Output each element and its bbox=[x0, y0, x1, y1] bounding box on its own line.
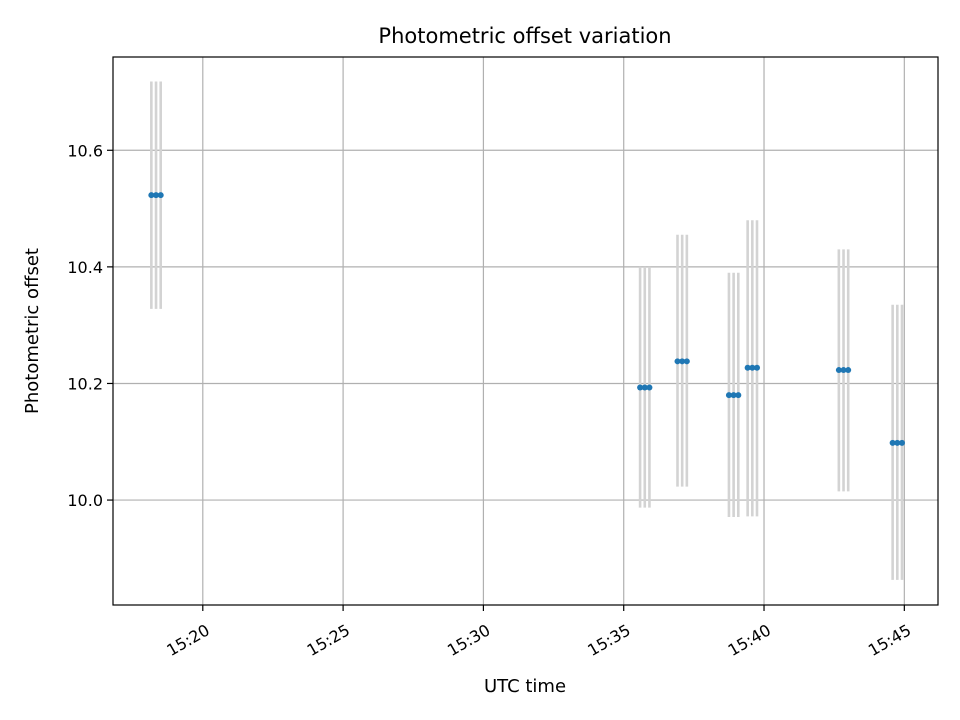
data-point bbox=[894, 439, 901, 446]
data-point bbox=[898, 439, 905, 446]
data-point bbox=[754, 364, 761, 371]
data-point bbox=[641, 384, 648, 391]
y-tick-label: 10.6 bbox=[67, 141, 103, 160]
data-points bbox=[148, 192, 905, 446]
data-point bbox=[725, 392, 732, 399]
chart-title: Photometric offset variation bbox=[378, 24, 671, 48]
grid-lines bbox=[113, 57, 938, 605]
data-point bbox=[744, 364, 751, 371]
y-tick-label: 10.4 bbox=[67, 258, 103, 277]
data-point bbox=[840, 367, 847, 374]
data-point bbox=[157, 192, 164, 199]
data-point bbox=[683, 358, 690, 365]
plot-frame bbox=[112, 56, 939, 606]
data-point bbox=[735, 392, 742, 399]
data-point bbox=[730, 392, 737, 399]
data-point bbox=[148, 192, 155, 199]
x-axis-label: UTC time bbox=[484, 676, 566, 697]
y-tick-label: 10.2 bbox=[67, 374, 103, 393]
data-point bbox=[835, 367, 842, 374]
data-point bbox=[153, 192, 160, 199]
data-point bbox=[674, 358, 681, 365]
y-axis-label: Photometric offset bbox=[22, 248, 43, 414]
y-axis-ticks: 10.0 10.2 10.4 10.6 bbox=[67, 141, 113, 510]
data-point bbox=[889, 439, 896, 446]
data-point bbox=[679, 358, 686, 365]
data-point bbox=[646, 384, 653, 391]
y-tick-label: 10.0 bbox=[67, 491, 103, 510]
data-point bbox=[637, 384, 644, 391]
data-point bbox=[749, 364, 756, 371]
data-point bbox=[845, 367, 852, 374]
